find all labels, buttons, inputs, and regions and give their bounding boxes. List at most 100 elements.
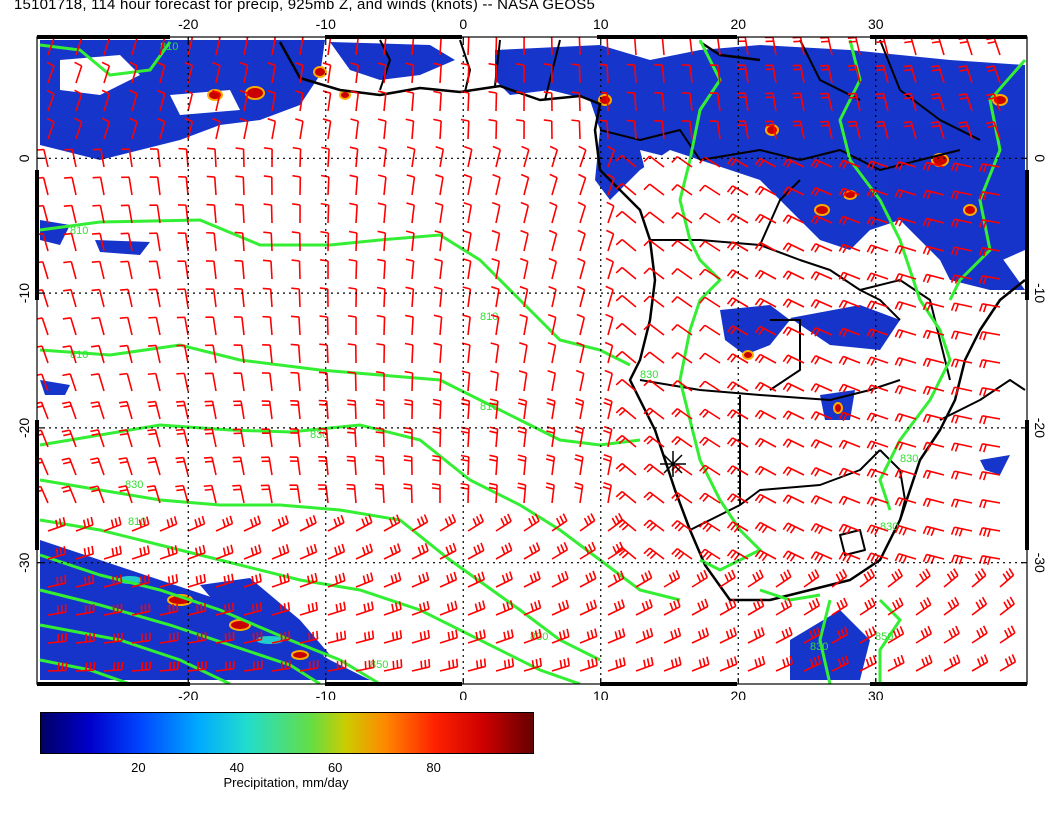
wind-barb (239, 117, 249, 140)
wind-barb (271, 37, 277, 56)
wind-barb (663, 627, 682, 644)
wind-barb (383, 543, 401, 560)
wind-barb (348, 230, 358, 252)
wind-barb (782, 158, 805, 168)
wind-barb (699, 184, 721, 196)
wind-barb (875, 64, 889, 84)
wind-barb (349, 146, 359, 168)
wind-barb (516, 63, 525, 84)
wind-barb (922, 273, 945, 284)
wind-barb (327, 514, 345, 532)
wind-barb (355, 630, 375, 644)
wind-barb (121, 176, 133, 196)
wind-barb (894, 440, 917, 451)
wind-barb (719, 656, 738, 672)
wind-barb (350, 90, 360, 112)
wind-barb (782, 522, 805, 534)
wind-barb (347, 371, 357, 392)
wind-barb (551, 542, 569, 560)
wind-barb (433, 118, 442, 140)
wind-barb (347, 343, 357, 364)
wind-barb (574, 425, 584, 448)
wind-barb (671, 240, 693, 252)
wind-barb (979, 471, 1001, 481)
wind-barb (671, 184, 693, 196)
wind-barb (148, 316, 161, 336)
wind-barb (866, 440, 889, 450)
wind-barb (177, 260, 189, 280)
wind-barb (950, 246, 973, 256)
wind-barb (176, 344, 189, 364)
wind-barb (576, 313, 586, 336)
wind-barb (875, 120, 889, 140)
wind-barb (838, 439, 861, 450)
wind-barb (495, 542, 513, 560)
wind-barb (433, 314, 443, 336)
wind-barb (699, 352, 721, 364)
wind-barb (463, 230, 472, 252)
wind-barb (118, 485, 133, 504)
wind-barb (518, 37, 525, 56)
wind-barb (517, 454, 527, 476)
colorbar-tick-0: 20 (131, 760, 146, 775)
wind-barb (709, 64, 721, 84)
wind-barb (547, 369, 556, 392)
lat-label-left-2: -20 (16, 418, 32, 438)
wind-barb (519, 285, 529, 308)
wind-barb (615, 182, 637, 196)
wind-barb (157, 117, 166, 140)
wind-barb (354, 37, 360, 56)
wind-barb (129, 61, 138, 84)
wind-barb (764, 92, 777, 112)
wind-barb (574, 482, 584, 504)
wind-barb (75, 603, 95, 616)
wind-barb (754, 409, 777, 420)
wind-barb (403, 455, 413, 476)
wind-barb (831, 626, 849, 644)
wind-barb (89, 485, 105, 504)
wind-barb (432, 426, 442, 448)
wind-barb (432, 398, 442, 420)
wind-barb (37, 317, 49, 336)
wind-barb (894, 188, 917, 199)
wind-barb (215, 37, 221, 56)
wind-barb (709, 120, 721, 140)
wind-barb (215, 573, 234, 588)
wind-barb (488, 118, 498, 140)
wind-barb (206, 231, 217, 252)
wind-barb (103, 516, 122, 532)
frame-ticks (35, 35, 1029, 686)
lon-label-top-1: -10 (316, 16, 336, 32)
wind-barb (176, 400, 189, 420)
wind-barb (803, 655, 822, 672)
wind-barb (409, 37, 415, 56)
wind-barb (950, 386, 973, 396)
wind-barb (292, 146, 302, 168)
wind-barb (405, 314, 414, 336)
wind-barb (148, 260, 161, 280)
wind-barb (149, 204, 161, 224)
wind-barb (571, 119, 581, 140)
location-marker-icon (660, 451, 686, 477)
wind-barb (460, 426, 470, 448)
wind-barb (894, 216, 917, 227)
wind-barb (922, 385, 945, 396)
colorbar-tick-2: 60 (327, 760, 343, 775)
wind-barb (383, 572, 402, 588)
wind-barb (460, 90, 470, 112)
lat-label-right-2: -20 (1032, 418, 1048, 438)
lon-label-bottom-2: 0 (459, 688, 467, 700)
wind-barb (775, 569, 792, 588)
wind-barb (681, 120, 693, 140)
wind-barb (950, 470, 973, 480)
wind-barb (643, 519, 665, 532)
wind-barb (922, 301, 945, 312)
lon-label-bottom-5: 30 (868, 688, 884, 700)
wind-barb (810, 439, 833, 449)
wind-barb (460, 62, 470, 84)
wind-barb (406, 174, 416, 196)
wind-barb (838, 187, 861, 198)
wind-barb (131, 516, 150, 532)
wind-barb (348, 315, 357, 336)
wind-barb (643, 407, 665, 420)
